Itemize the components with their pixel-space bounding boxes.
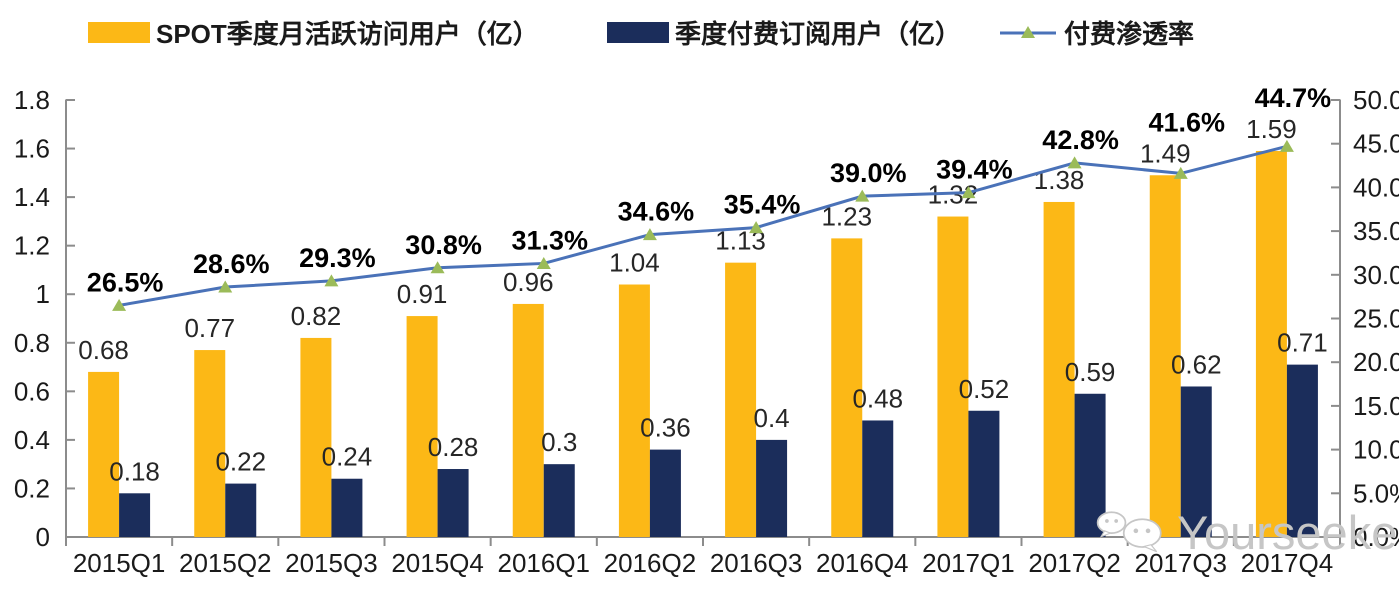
svg-text:0.22: 0.22	[215, 447, 266, 477]
svg-text:0.91: 0.91	[397, 279, 448, 309]
legend-item-mau: SPOT季度月活跃访问用户（亿）	[88, 12, 539, 52]
svg-text:42.8%: 42.8%	[1042, 125, 1119, 155]
svg-text:2016Q4: 2016Q4	[816, 548, 909, 578]
svg-text:1: 1	[36, 279, 50, 309]
svg-text:34.6%: 34.6%	[618, 197, 695, 227]
paid-bar-swatch	[607, 21, 669, 43]
svg-text:0.71: 0.71	[1277, 328, 1328, 358]
svg-text:30.8%: 30.8%	[405, 230, 482, 260]
svg-text:15.0%: 15.0%	[1353, 391, 1399, 421]
svg-text:2015Q2: 2015Q2	[179, 548, 272, 578]
svg-text:0.96: 0.96	[503, 267, 554, 297]
svg-text:31.3%: 31.3%	[511, 225, 588, 255]
svg-text:20.0%: 20.0%	[1353, 347, 1399, 377]
svg-text:35.4%: 35.4%	[724, 190, 801, 220]
mau-bar-swatch	[88, 21, 150, 43]
svg-text:40.0%: 40.0%	[1353, 172, 1399, 202]
svg-text:2016Q3: 2016Q3	[710, 548, 803, 578]
svg-text:39.4%: 39.4%	[936, 155, 1013, 185]
svg-text:0.4: 0.4	[754, 403, 790, 433]
svg-text:0.28: 0.28	[428, 432, 479, 462]
svg-text:41.6%: 41.6%	[1148, 107, 1225, 137]
svg-text:1.59: 1.59	[1246, 114, 1297, 144]
legend-label-mau: SPOT季度月活跃访问用户（亿）	[156, 18, 539, 49]
svg-text:2015Q3: 2015Q3	[285, 548, 378, 578]
svg-text:5.0%: 5.0%	[1353, 478, 1399, 508]
svg-text:0.8: 0.8	[14, 328, 50, 358]
legend-item-penetration: 付费渗透率	[1000, 12, 1194, 52]
svg-text:0.62: 0.62	[1171, 349, 1222, 379]
svg-text:10.0%: 10.0%	[1353, 435, 1399, 465]
legend-label-penetration: 付费渗透率	[1064, 18, 1195, 49]
penetration-line-swatch	[1000, 20, 1056, 44]
legend: SPOT季度月活跃访问用户（亿） 季度付费订阅用户（亿） 付费渗透率	[0, 12, 1399, 52]
svg-text:25.0%: 25.0%	[1353, 304, 1399, 334]
legend-label-paid: 季度付费订阅用户（亿）	[675, 18, 962, 49]
svg-text:2016Q2: 2016Q2	[604, 548, 697, 578]
svg-text:1.2: 1.2	[14, 231, 50, 261]
svg-text:1.4: 1.4	[14, 182, 50, 212]
svg-text:0.4: 0.4	[14, 425, 50, 455]
legend-item-paid: 季度付费订阅用户（亿）	[607, 12, 961, 52]
svg-text:30.0%: 30.0%	[1353, 260, 1399, 290]
svg-text:0.48: 0.48	[852, 383, 903, 413]
svg-text:0.36: 0.36	[640, 413, 691, 443]
svg-text:0: 0	[36, 522, 50, 552]
svg-text:0.2: 0.2	[14, 473, 50, 503]
svg-text:1.38: 1.38	[1034, 165, 1085, 195]
svg-text:0.18: 0.18	[109, 456, 160, 486]
svg-text:35.0%: 35.0%	[1353, 216, 1399, 246]
svg-text:1.8: 1.8	[14, 85, 50, 115]
svg-text:44.7%: 44.7%	[1255, 83, 1332, 113]
svg-text:0.68: 0.68	[78, 335, 129, 365]
svg-text:0.0%: 0.0%	[1353, 522, 1399, 552]
svg-text:0.24: 0.24	[322, 442, 373, 472]
svg-text:0.59: 0.59	[1065, 357, 1116, 387]
svg-text:0.3: 0.3	[541, 427, 577, 457]
svg-text:0.77: 0.77	[184, 313, 235, 343]
svg-text:0.6: 0.6	[14, 376, 50, 406]
svg-text:2015Q1: 2015Q1	[73, 548, 166, 578]
svg-text:50.0%: 50.0%	[1353, 85, 1399, 115]
svg-text:28.6%: 28.6%	[193, 249, 270, 279]
svg-text:2016Q1: 2016Q1	[497, 548, 590, 578]
svg-text:29.3%: 29.3%	[299, 243, 376, 273]
svg-text:2015Q4: 2015Q4	[391, 548, 484, 578]
svg-text:1.6: 1.6	[14, 134, 50, 164]
svg-text:39.0%: 39.0%	[830, 158, 907, 188]
svg-text:0.82: 0.82	[291, 301, 342, 331]
svg-text:2017Q1: 2017Q1	[922, 548, 1015, 578]
svg-text:2017Q3: 2017Q3	[1134, 548, 1227, 578]
line-triangle-marker-icon	[1000, 26, 1056, 38]
svg-text:45.0%: 45.0%	[1353, 129, 1399, 159]
svg-text:26.5%: 26.5%	[87, 267, 164, 297]
svg-text:1.49: 1.49	[1140, 138, 1191, 168]
svg-text:0.52: 0.52	[959, 374, 1010, 404]
svg-text:2017Q2: 2017Q2	[1028, 548, 1121, 578]
svg-text:2017Q4: 2017Q4	[1241, 548, 1334, 578]
svg-text:1.04: 1.04	[609, 248, 660, 278]
